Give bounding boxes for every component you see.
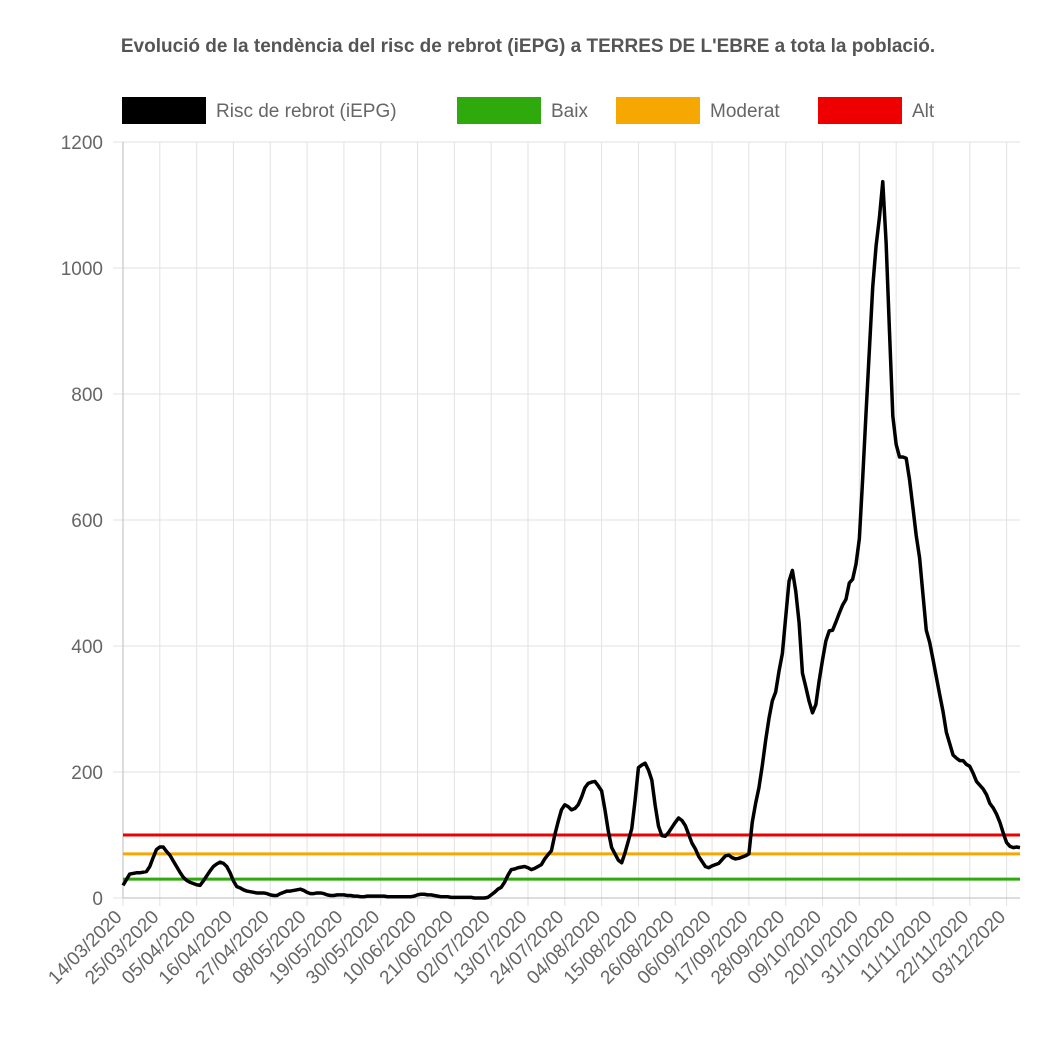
y-tick-label: 600	[71, 511, 103, 532]
y-tick-label: 1200	[61, 133, 103, 154]
legend-swatch	[616, 97, 700, 124]
y-tick-label: 200	[71, 763, 103, 784]
y-tick-label: 1000	[61, 259, 103, 280]
data-line	[121, 179, 1021, 900]
legend-swatch	[122, 97, 206, 124]
y-tick-label: 800	[71, 385, 103, 406]
chart-title: Evolució de la tendència del risc de reb…	[121, 36, 935, 57]
legend-label: Alt	[912, 101, 935, 122]
legend-label: Risc de rebrot (iEPG)	[216, 101, 397, 122]
legend-label: Moderat	[710, 101, 780, 122]
y-tick-label: 0	[92, 889, 103, 910]
legend-swatch	[818, 97, 902, 124]
y-tick-label: 400	[71, 637, 103, 658]
legend-label: Baix	[551, 101, 588, 122]
legend-swatch	[457, 97, 541, 124]
